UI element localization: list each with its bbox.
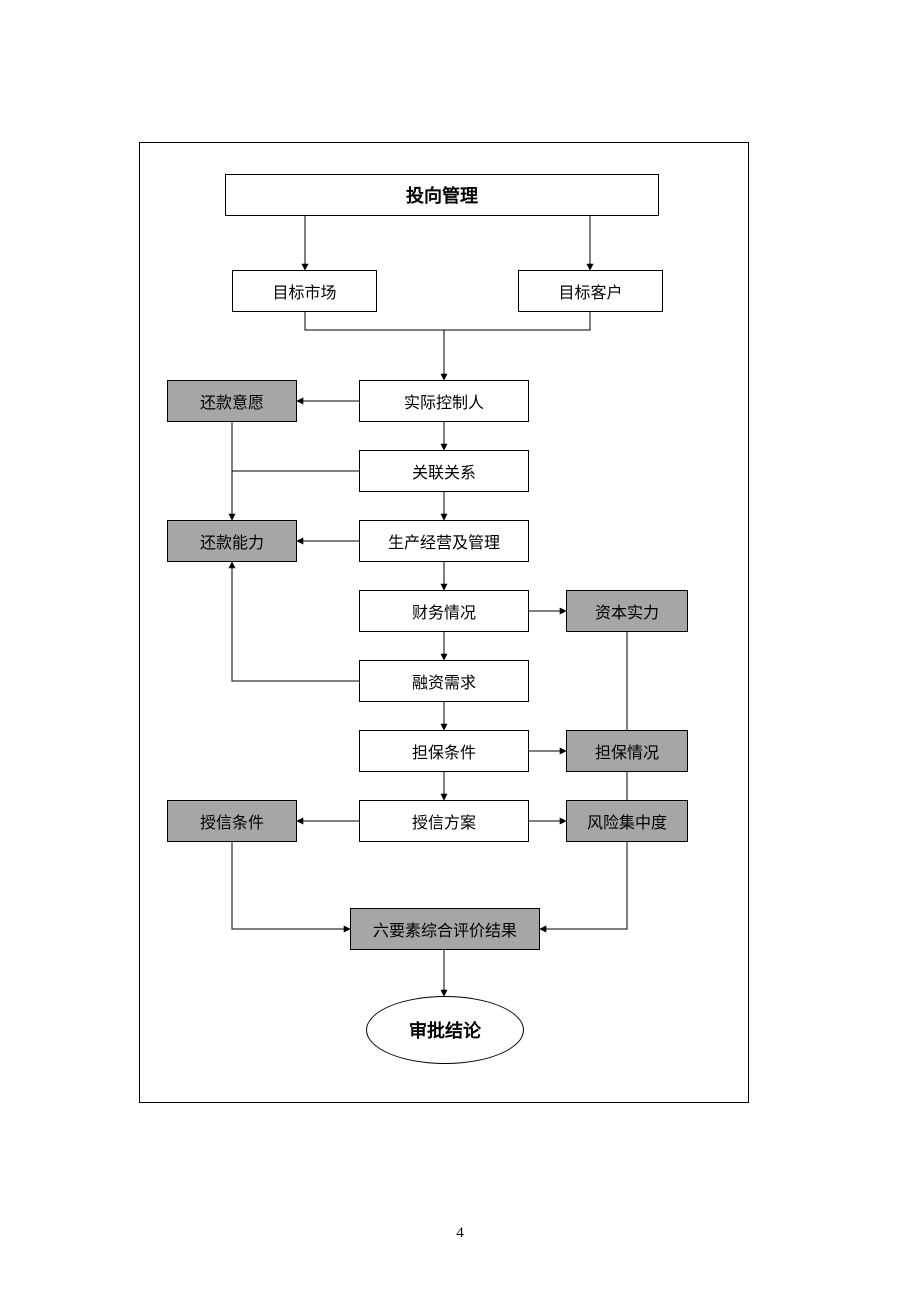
node-n_relation: 关联关系 bbox=[359, 450, 529, 492]
node-n_finance: 财务情况 bbox=[359, 590, 529, 632]
page: 投向管理目标市场 目标客户还款意愿 实际控制人关联关系还款能力 生产经营及管理财务情况… bbox=[0, 0, 920, 1302]
node-conclusion: 审批结论 bbox=[366, 996, 524, 1064]
node-n_credcond: 授信条件 bbox=[167, 800, 297, 842]
node-n_demand: 融资需求 bbox=[359, 660, 529, 702]
node-n_market: 目标市场 bbox=[232, 270, 377, 312]
node-n_result: 六要素综合评价结果 bbox=[350, 908, 540, 950]
node-n_capital: 资本实力 bbox=[566, 590, 688, 632]
node-n_controller: 实际控制人 bbox=[359, 380, 529, 422]
node-n_risk: 风险集中度 bbox=[566, 800, 688, 842]
node-n_ops: 生产经营及管理 bbox=[359, 520, 529, 562]
node-n_willing: 还款意愿 bbox=[167, 380, 297, 422]
node-n_credplan: 授信方案 bbox=[359, 800, 529, 842]
node-n_ability: 还款能力 bbox=[167, 520, 297, 562]
node-n_customer: 目标客户 bbox=[518, 270, 663, 312]
page-number: 4 bbox=[450, 1225, 470, 1242]
node-n_guarstat: 担保情况 bbox=[566, 730, 688, 772]
node-n_guarcond: 担保条件 bbox=[359, 730, 529, 772]
node-n_top: 投向管理 bbox=[225, 174, 659, 216]
